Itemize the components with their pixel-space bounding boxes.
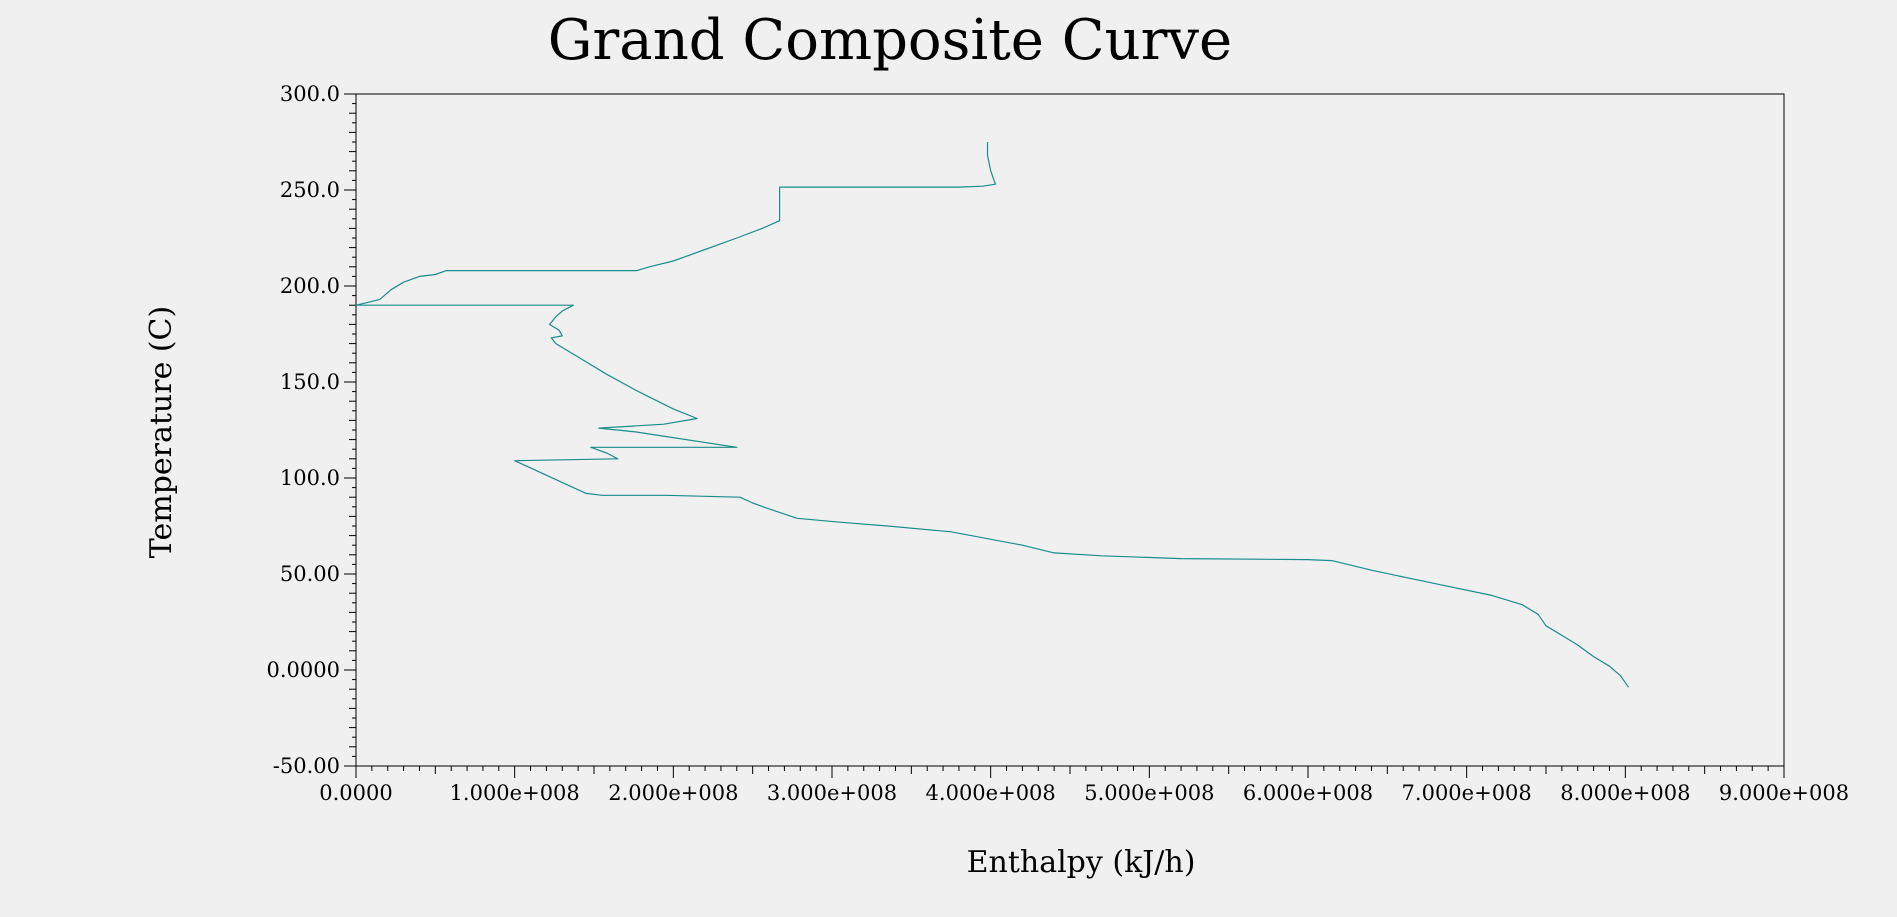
- x-tick-label: 2.000e+008: [608, 781, 738, 805]
- y-tick-label: -50.00: [273, 754, 340, 778]
- series-line: [355, 142, 1629, 688]
- x-tick-label: 1.000e+008: [450, 781, 580, 805]
- series-group: [355, 142, 1629, 688]
- x-tick-label: 7.000e+008: [1402, 781, 1532, 805]
- plot-area-frame: [355, 93, 1785, 767]
- x-tick-label: 6.000e+008: [1243, 781, 1373, 805]
- y-tick-label: 250.0: [280, 178, 340, 202]
- tick-labels: 300.0 250.0 200.0 150.0 100.0 50.00 0.0000 -50.…: [267, 82, 1850, 805]
- x-tick-label: 3.000e+008: [767, 781, 897, 805]
- y-tick-label: 300.0: [280, 82, 340, 106]
- axis-ticks: [344, 93, 1785, 778]
- y-axis-label: Temperature (C): [144, 306, 179, 558]
- chart-title: Grand Composite Curve: [548, 8, 1232, 73]
- x-tick-label: 8.000e+008: [1560, 781, 1690, 805]
- y-tick-label: 200.0: [280, 274, 340, 298]
- x-tick-label: 9.000e+008: [1719, 781, 1849, 805]
- x-axis-label: Enthalpy (kJ/h): [967, 845, 1196, 880]
- x-tick-label: 4.000e+008: [926, 781, 1056, 805]
- y-tick-label: 150.0: [280, 370, 340, 394]
- y-tick-label: 0.0000: [267, 658, 340, 682]
- y-tick-label: 50.00: [280, 562, 340, 586]
- y-tick-label: 100.0: [280, 466, 340, 490]
- x-tick-label: 0.0000: [319, 781, 392, 805]
- x-tick-label: 5.000e+008: [1084, 781, 1214, 805]
